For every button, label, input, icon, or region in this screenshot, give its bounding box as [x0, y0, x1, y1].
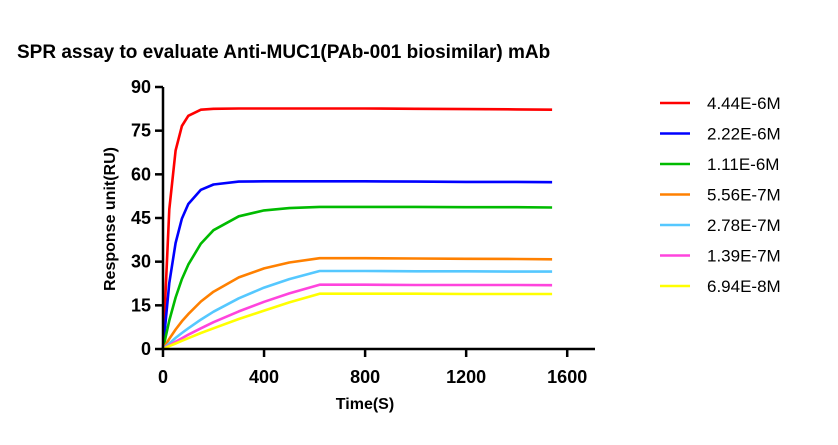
series-line-1	[161, 180, 553, 350]
legend-item-4: 2.78E-7M	[660, 216, 781, 235]
curves	[161, 107, 553, 351]
y-tick-label: 90	[131, 77, 151, 97]
series-line-3	[161, 256, 553, 350]
legend-item-6: 6.94E-8M	[660, 277, 781, 296]
x-tick-label: 1200	[446, 367, 486, 387]
series-line-4	[162, 269, 553, 350]
legend-item-0: 4.44E-6M	[660, 94, 781, 113]
y-tick-label: 30	[131, 252, 151, 272]
legend-label: 1.39E-7M	[707, 247, 781, 266]
legend-label: 5.56E-7M	[707, 186, 781, 205]
legend: 4.44E-6M 2.22E-6M 1.11E-6M 5.56E-7M 2.78E-7M…	[660, 94, 781, 296]
legend-item-2: 1.11E-6M	[660, 155, 779, 174]
chart-title: SPR assay to evaluate Anti-MUC1(PAb-001 …	[17, 42, 550, 63]
series-line-2	[161, 205, 553, 350]
legend-label: 6.94E-8M	[707, 277, 781, 296]
series-line-0	[161, 107, 553, 350]
legend-item-1: 2.22E-6M	[660, 125, 781, 144]
y-tick-label: 60	[131, 164, 151, 184]
legend-label: 2.22E-6M	[707, 125, 781, 144]
legend-item-3: 5.56E-7M	[660, 186, 781, 205]
y-tick-label: 0	[141, 339, 151, 359]
legend-item-5: 1.39E-7M	[660, 247, 781, 266]
x-tick-label: 0	[158, 367, 168, 387]
series-line-5	[162, 283, 553, 351]
y-axis-label: Response unit(RU)	[102, 147, 119, 291]
x-tick-label: 400	[249, 367, 279, 387]
legend-label: 2.78E-7M	[707, 216, 781, 235]
y-tick-label: 45	[131, 208, 151, 228]
x-axis-label: Time(S)	[336, 396, 394, 413]
y-tick-label: 15	[131, 295, 151, 315]
x-tick-label: 1600	[547, 367, 587, 387]
legend-label: 1.11E-6M	[707, 155, 779, 174]
legend-label: 4.44E-6M	[707, 94, 781, 113]
x-tick-label: 800	[350, 367, 380, 387]
axes: 0 15 30 45 60 75 90 0 400 800 1200 1600	[131, 77, 595, 387]
series-line-6	[162, 292, 553, 351]
y-tick-label: 75	[131, 121, 151, 141]
